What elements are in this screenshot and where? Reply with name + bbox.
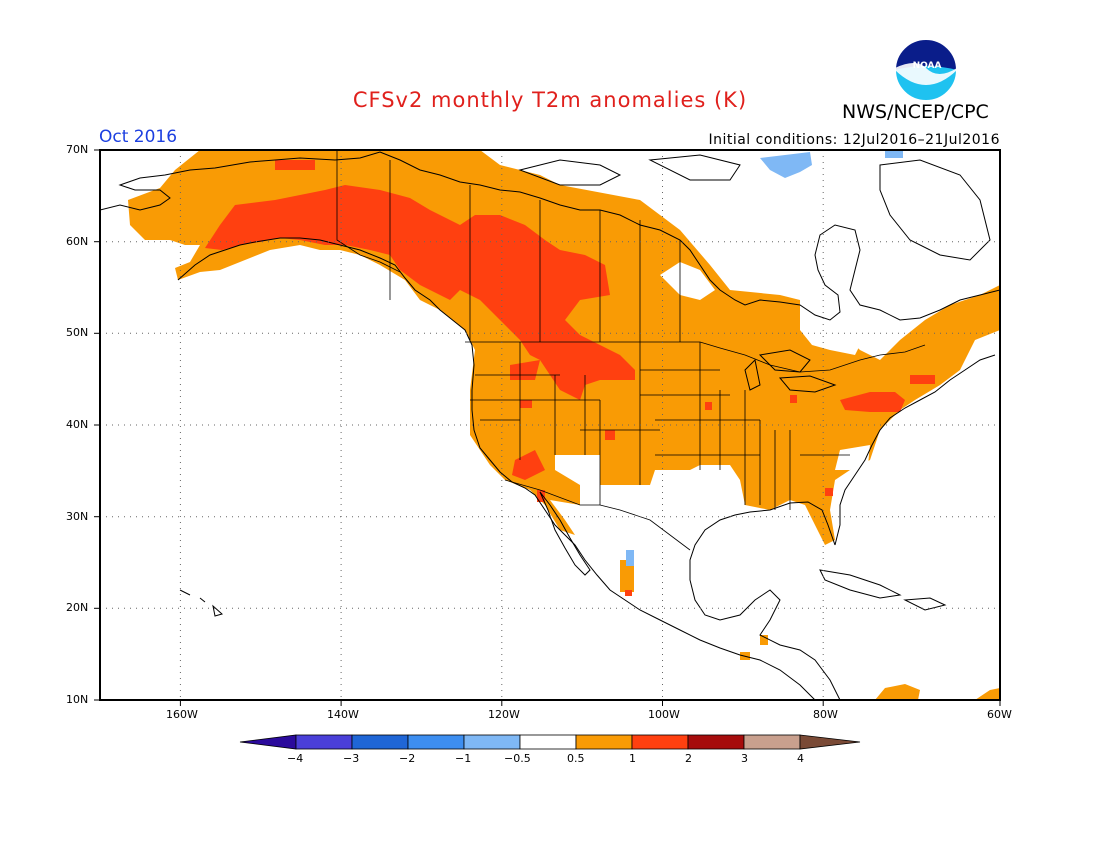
lon-label-120w: 120W <box>488 708 520 721</box>
coastline-cuba <box>819 569 902 599</box>
anomaly-red-patch <box>625 590 632 596</box>
graticule <box>100 150 1000 700</box>
border-alaska-canada <box>336 150 401 273</box>
anomaly-red-patch <box>705 402 712 410</box>
anomaly-orange-patch <box>760 635 768 645</box>
lon-label-80w: 80W <box>813 708 838 721</box>
lat-label-40n: 40N <box>66 418 89 431</box>
anomaly-red-patch <box>520 400 532 408</box>
lat-label-60n: 60N <box>66 235 89 248</box>
colorbar-label: −2 <box>399 752 416 765</box>
colorbar-box <box>407 734 465 750</box>
coastlines <box>100 151 1000 700</box>
anomaly-red-patch <box>275 160 315 170</box>
axis-ticks <box>94 149 1001 706</box>
anomaly-red-patch <box>537 490 545 502</box>
coastline-hawaii <box>179 589 224 617</box>
colorbar-box <box>631 734 689 750</box>
chart-title: CFSv2 monthly T2m anomalies (K) <box>352 88 748 112</box>
colorbar-box <box>575 734 633 750</box>
lon-label-140w: 140W <box>327 708 359 721</box>
lat-label-30n: 30N <box>66 510 89 523</box>
anomaly-red-patch <box>840 392 905 412</box>
political-borders <box>336 150 926 551</box>
colorbar-label: 0.5 <box>567 752 585 765</box>
colorbar-box <box>351 734 409 750</box>
anomaly-neutral-region <box>660 262 715 300</box>
anomaly-orange-patch <box>875 684 920 700</box>
noaa-logo-text: NOAA <box>912 61 942 71</box>
anomaly-orange-patch <box>620 560 634 592</box>
agency-label: NWS/NCEP/CPC <box>842 101 989 123</box>
anomaly-neutral-region <box>835 445 870 470</box>
noaa-logo <box>894 38 958 102</box>
colorbar-label: −0.5 <box>504 752 531 765</box>
lat-label-20n: 20N <box>66 601 89 614</box>
initial-conditions-label: Initial conditions: 12Jul2016–21Jul2016 <box>708 132 1000 148</box>
colorbar-box <box>519 734 577 750</box>
anomaly-red-patch <box>825 488 833 496</box>
state-lines <box>470 342 850 510</box>
colorbar-box <box>687 734 745 750</box>
province-lines <box>389 160 681 342</box>
coastline-north-america <box>100 151 1000 321</box>
lat-label-10n: 10N <box>66 693 89 706</box>
colorbar-label: 3 <box>741 752 748 765</box>
colorbar-label: −3 <box>343 752 360 765</box>
coastline-hispaniola <box>903 597 947 611</box>
lon-label-160w: 160W <box>166 708 198 721</box>
great-lakes <box>744 349 837 393</box>
coastline-east <box>834 354 996 546</box>
coastline-gulf <box>689 501 841 700</box>
colorbar-label: 4 <box>797 752 804 765</box>
lon-label-60w: 60W <box>987 708 1012 721</box>
anomaly-shading <box>128 150 1000 700</box>
anomaly-blue-patch <box>760 152 812 178</box>
lat-label-50n: 50N <box>66 326 89 339</box>
coastline-west <box>177 237 816 700</box>
colorbar-label: 1 <box>629 752 636 765</box>
anomaly-red-patch <box>605 430 615 440</box>
border-us-canada <box>465 341 926 373</box>
anomaly-red-patch <box>790 395 797 403</box>
colorbar-label: −1 <box>455 752 472 765</box>
anomaly-blue-patch <box>885 150 903 158</box>
colorbar-min-triangle <box>239 734 297 750</box>
valid-month-label: Oct 2016 <box>99 127 178 147</box>
anomaly-orange-patch <box>975 688 1000 700</box>
coastline-arctic-islands <box>518 154 991 261</box>
lon-label-100w: 100W <box>648 708 680 721</box>
border-us-mexico <box>504 479 691 551</box>
anomaly-neutral-region <box>800 328 860 355</box>
colorbar-label: 2 <box>685 752 692 765</box>
coastline-baja <box>539 491 591 576</box>
colorbar-box <box>463 734 521 750</box>
lat-label-70n: 70N <box>66 143 89 156</box>
colorbar-box <box>295 734 353 750</box>
colorbar <box>239 734 861 750</box>
colorbar-max-triangle <box>799 734 861 750</box>
anomaly-blue-patch <box>626 550 634 566</box>
colorbar-box <box>743 734 801 750</box>
colorbar-label: −4 <box>287 752 304 765</box>
anomaly-red-patch <box>910 375 935 384</box>
